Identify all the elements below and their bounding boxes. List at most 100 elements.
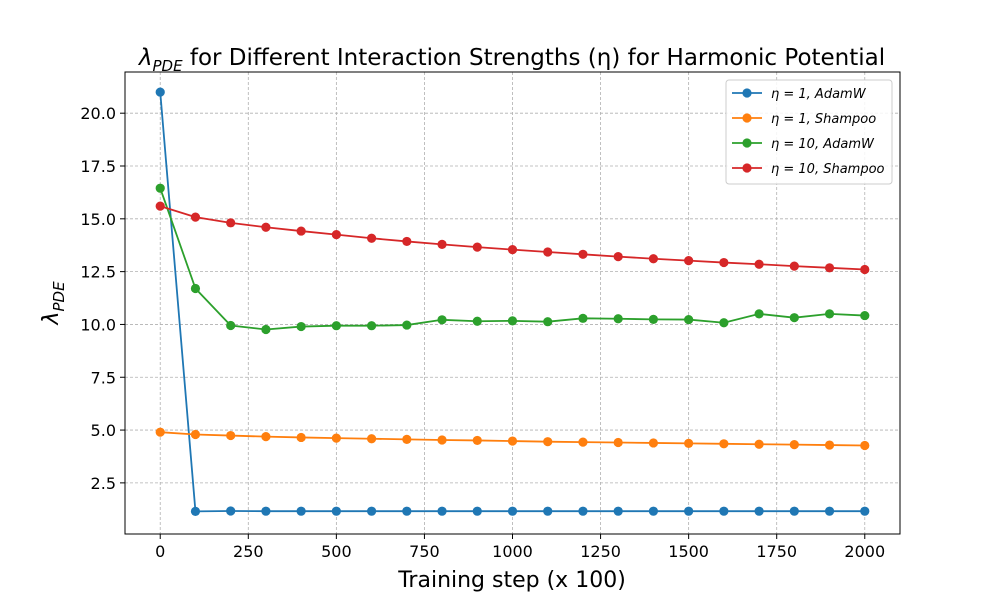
y-tick-label: 17.5 (80, 157, 116, 176)
legend-marker (742, 88, 752, 98)
data-point (472, 316, 482, 326)
data-point (719, 439, 729, 449)
chart-title: λPDE for Different Interaction Strengths… (137, 45, 885, 75)
data-point (824, 263, 835, 273)
legend-entry: η = 10, Shampoo (732, 162, 885, 177)
data-point (507, 316, 518, 326)
data-point (789, 506, 799, 516)
x-tick-label: 1500 (668, 542, 709, 561)
data-point (789, 440, 799, 450)
legend-label: η = 10, AdamW (771, 137, 875, 152)
y-tick-label: 5.0 (91, 421, 116, 440)
series-layer (155, 87, 870, 516)
data-point (719, 318, 729, 328)
data-point (543, 317, 553, 327)
data-point (190, 429, 201, 440)
data-point (613, 437, 623, 448)
data-point (155, 427, 165, 437)
data-point (824, 309, 835, 319)
data-point (719, 257, 729, 268)
data-point (366, 506, 377, 516)
data-point (261, 324, 271, 335)
data-point (507, 506, 518, 516)
data-point (261, 506, 271, 516)
legend-marker (742, 113, 752, 123)
data-point (684, 438, 694, 448)
data-point (226, 320, 236, 331)
data-point (155, 183, 165, 193)
data-point (226, 218, 236, 228)
data-point (472, 242, 482, 252)
x-axis-label: Training step (x 100) (397, 568, 626, 593)
y-tick-label: 7.5 (91, 368, 116, 387)
data-point (331, 433, 341, 443)
data-point (261, 432, 271, 442)
series-2 (155, 427, 870, 451)
legend-label: η = 1, AdamW (771, 87, 867, 102)
legend: η = 1, AdamW η = 1, Shampoo η = 10, AdamW η… (725, 79, 893, 185)
series-1 (155, 87, 870, 516)
data-point (613, 314, 623, 324)
data-point (684, 256, 694, 266)
data-point (296, 506, 306, 516)
y-tick-label: 20.0 (80, 104, 116, 123)
data-point (789, 261, 799, 271)
data-point (754, 506, 764, 516)
data-point (155, 201, 165, 211)
data-point (754, 259, 764, 269)
data-point (860, 264, 870, 275)
data-point (613, 252, 623, 262)
y-axis-label: λPDE (39, 281, 68, 326)
data-point (824, 506, 835, 516)
data-point (860, 506, 870, 516)
data-point (190, 283, 201, 294)
data-point (648, 438, 659, 448)
data-point (296, 226, 306, 236)
y-tick-label: 10.0 (80, 315, 116, 334)
data-point (437, 506, 447, 516)
data-point (754, 439, 764, 449)
data-point (155, 87, 165, 97)
legend-label: η = 10, Shampoo (771, 162, 885, 177)
data-point (578, 437, 588, 447)
data-point (648, 314, 659, 324)
legend-marker (742, 138, 752, 148)
data-point (648, 506, 659, 516)
data-point (437, 239, 447, 249)
data-point (296, 321, 306, 332)
data-point (789, 313, 799, 323)
data-point (860, 310, 870, 321)
data-point (190, 506, 201, 516)
data-point (578, 313, 588, 323)
data-point (366, 434, 377, 444)
legend-label: η = 1, Shampoo (771, 112, 876, 127)
data-point (578, 506, 588, 516)
data-point (754, 309, 764, 319)
data-point (296, 432, 306, 443)
legend-marker (742, 163, 752, 173)
data-point (331, 230, 341, 240)
data-point (684, 314, 694, 325)
x-tick-label: 0 (155, 542, 165, 561)
series-4 (155, 201, 870, 275)
y-tick-label: 15.0 (80, 210, 116, 229)
data-point (613, 506, 623, 516)
data-point (860, 440, 870, 451)
x-tick-label: 1000 (492, 542, 533, 561)
data-point (366, 321, 377, 331)
x-tick-label: 1750 (756, 542, 797, 561)
data-point (437, 315, 447, 325)
data-point (719, 506, 729, 516)
data-point (578, 249, 588, 259)
data-point (472, 506, 482, 516)
legend-entry: η = 1, Shampoo (732, 112, 876, 127)
data-point (226, 506, 236, 516)
data-point (402, 236, 412, 247)
legend-entry: η = 10, AdamW (732, 137, 875, 152)
data-point (824, 440, 835, 450)
data-point (402, 320, 412, 330)
ticks: 0 250 500 750 1000 1250 1500 1750 2000 2.5 5.0 7.5 1… (80, 104, 885, 561)
legend-entry: η = 1, AdamW (732, 87, 867, 102)
y-tick-label: 12.5 (80, 263, 116, 282)
